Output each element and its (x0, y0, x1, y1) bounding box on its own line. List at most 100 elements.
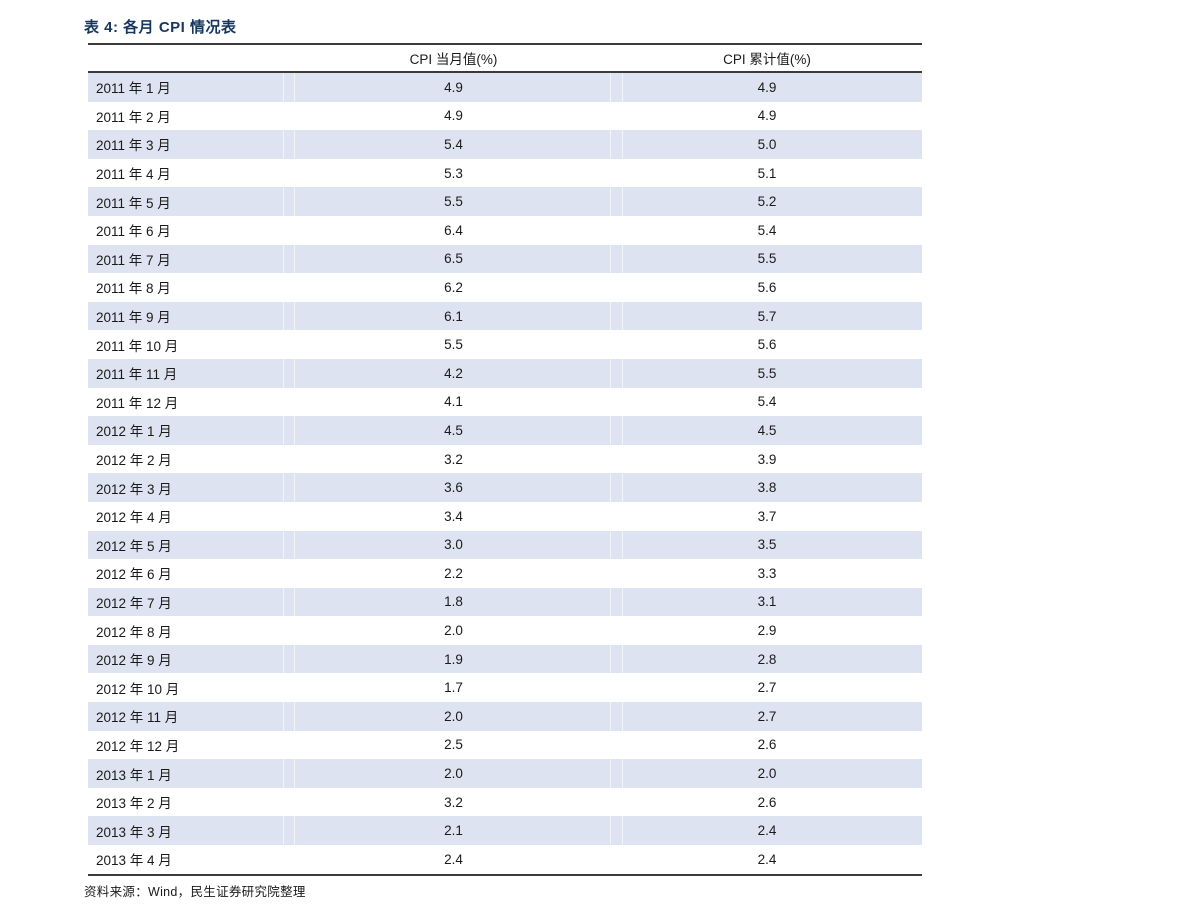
month-cell: 2012 年 2 月 (96, 453, 172, 469)
source-note: 资料来源：Wind，民生证券研究院整理 (84, 885, 306, 899)
table-row: 2012 年 10 月 1.7 2.7 (88, 673, 922, 703)
month-cell: 2011 年 2 月 (96, 109, 171, 125)
table-title: 表 4: 各月 CPI 情况表 (84, 19, 237, 36)
table-row: 2011 年 4 月 5.3 5.1 (88, 158, 922, 188)
cpi-cumulative-cell: 2.9 (757, 623, 777, 639)
cpi-current-cell: 5.3 (444, 165, 463, 181)
cpi-current-cell: 3.4 (444, 508, 463, 524)
cpi-cumulative-cell: 5.5 (757, 251, 777, 267)
cpi-current-cell: 3.2 (444, 794, 463, 810)
table-row: 2012 年 5 月 3.0 3.5 (88, 530, 922, 560)
month-cell: 2011 年 8 月 (96, 281, 171, 297)
table-row: 2011 年 7 月 6.5 5.5 (88, 244, 922, 274)
cpi-current-cell: 4.1 (444, 394, 463, 410)
table-row: 2011 年 12 月 4.1 5.4 (88, 387, 922, 417)
header-cpi-current: CPI 当月值(%) (409, 52, 498, 67)
cpi-cumulative-cell: 4.9 (757, 79, 777, 95)
table-row: 2012 年 3 月 3.6 3.8 (88, 473, 922, 502)
table-body: 2011 年 1 月 4.9 4.9 2011 年 2 月 4.9 4.9 2011 年 3… (88, 73, 922, 874)
table-row: 2013 年 1 月 2.0 2.0 (88, 759, 922, 788)
cpi-cumulative-cell: 3.7 (757, 508, 777, 524)
month-cell: 2011 年 4 月 (96, 167, 171, 183)
table-row: 2011 年 6 月 6.4 5.4 (88, 215, 922, 245)
cpi-cumulative-cell: 3.5 (757, 537, 777, 553)
table-row: 2011 年 5 月 5.5 5.2 (88, 187, 922, 216)
cpi-current-cell: 4.5 (444, 422, 463, 438)
cpi-cumulative-cell: 2.7 (757, 680, 777, 696)
month-cell: 2013 年 4 月 (96, 853, 172, 869)
month-cell: 2012 年 7 月 (96, 595, 172, 611)
table-row: 2012 年 11 月 2.0 2.7 (88, 702, 922, 731)
table-row: 2012 年 7 月 1.8 3.1 (88, 587, 922, 617)
cpi-current-cell: 5.4 (444, 136, 463, 152)
cpi-cumulative-cell: 4.9 (757, 108, 777, 124)
month-cell: 2011 年 10 月 (96, 338, 179, 354)
month-cell: 2012 年 3 月 (96, 481, 172, 497)
month-cell: 2011 年 9 月 (96, 310, 171, 326)
cpi-cumulative-cell: 3.1 (757, 594, 777, 610)
table-row: 2013 年 3 月 2.1 2.4 (88, 816, 922, 846)
table-row: 2011 年 3 月 5.4 5.0 (88, 130, 922, 159)
cpi-current-cell: 5.5 (444, 194, 463, 210)
header-cpi-cumulative: CPI 累计值(%) (723, 52, 811, 67)
cpi-current-cell: 1.7 (444, 680, 463, 696)
table-row: 2013 年 2 月 3.2 2.6 (88, 787, 922, 817)
cpi-cumulative-cell: 3.9 (757, 451, 777, 467)
cpi-cumulative-cell: 5.4 (757, 394, 777, 410)
month-cell: 2012 年 4 月 (96, 510, 172, 526)
cpi-cumulative-cell: 5.6 (757, 337, 777, 353)
month-cell: 2011 年 7 月 (96, 252, 171, 268)
cpi-cumulative-cell: 2.8 (757, 651, 777, 667)
cpi-current-cell: 1.9 (444, 651, 463, 667)
cpi-current-cell: 4.9 (444, 108, 463, 124)
cpi-current-cell: 2.5 (444, 737, 463, 753)
cpi-cumulative-cell: 5.6 (757, 279, 777, 295)
table-row: 2012 年 9 月 1.9 2.8 (88, 644, 922, 674)
table-row: 2012 年 12 月 2.5 2.6 (88, 730, 922, 760)
month-cell: 2011 年 12 月 (96, 395, 179, 411)
cpi-current-cell: 6.2 (444, 279, 463, 295)
month-cell: 2012 年 10 月 (96, 681, 180, 697)
month-cell: 2012 年 5 月 (96, 538, 172, 554)
month-cell: 2012 年 1 月 (96, 424, 172, 440)
table-row: 2011 年 9 月 6.1 5.7 (88, 301, 922, 331)
cpi-current-cell: 2.4 (444, 851, 463, 867)
month-cell: 2011 年 1 月 (96, 81, 171, 97)
cpi-current-cell: 6.1 (444, 308, 463, 324)
cpi-cumulative-cell: 5.4 (757, 222, 777, 238)
cpi-current-cell: 4.2 (444, 365, 463, 381)
month-cell: 2011 年 6 月 (96, 224, 171, 240)
table-row: 2012 年 8 月 2.0 2.9 (88, 616, 922, 645)
table-row: 2011 年 1 月 4.9 4.9 (88, 73, 922, 102)
table-row: 2011 年 8 月 6.2 5.6 (88, 273, 922, 302)
month-cell: 2011 年 5 月 (96, 195, 171, 211)
month-cell: 2012 年 8 月 (96, 624, 172, 640)
table-row: 2012 年 6 月 2.2 3.3 (88, 559, 922, 588)
cpi-cumulative-cell: 5.1 (757, 165, 777, 181)
cpi-cumulative-cell: 3.3 (757, 565, 777, 581)
month-cell: 2013 年 1 月 (96, 767, 172, 783)
cpi-cumulative-cell: 5.5 (757, 365, 777, 381)
cpi-cumulative-cell: 3.8 (757, 480, 777, 496)
cpi-cumulative-cell: 2.6 (757, 794, 777, 810)
table-row: 2012 年 2 月 3.2 3.9 (88, 444, 922, 474)
month-cell: 2012 年 11 月 (96, 710, 179, 726)
cpi-current-cell: 2.0 (444, 623, 463, 639)
cpi-cumulative-cell: 2.4 (757, 851, 777, 867)
cpi-current-cell: 2.0 (444, 708, 463, 724)
cpi-cumulative-cell: 5.0 (757, 136, 777, 152)
cpi-cumulative-cell: 2.0 (757, 766, 777, 782)
cpi-current-cell: 2.0 (444, 766, 463, 782)
cpi-current-cell: 5.5 (444, 337, 463, 353)
month-cell: 2012 年 6 月 (96, 567, 172, 583)
table-row: 2011 年 2 月 4.9 4.9 (88, 101, 922, 131)
month-cell: 2012 年 9 月 (96, 653, 172, 669)
cpi-current-cell: 3.2 (444, 451, 463, 467)
table-row: 2012 年 1 月 4.5 4.5 (88, 416, 922, 445)
cpi-current-cell: 3.6 (444, 480, 463, 496)
month-cell: 2011 年 3 月 (96, 138, 171, 154)
table-row: 2013 年 4 月 2.4 2.4 (88, 845, 922, 874)
cpi-current-cell: 4.9 (444, 79, 463, 95)
cpi-cumulative-cell: 2.4 (757, 823, 777, 839)
